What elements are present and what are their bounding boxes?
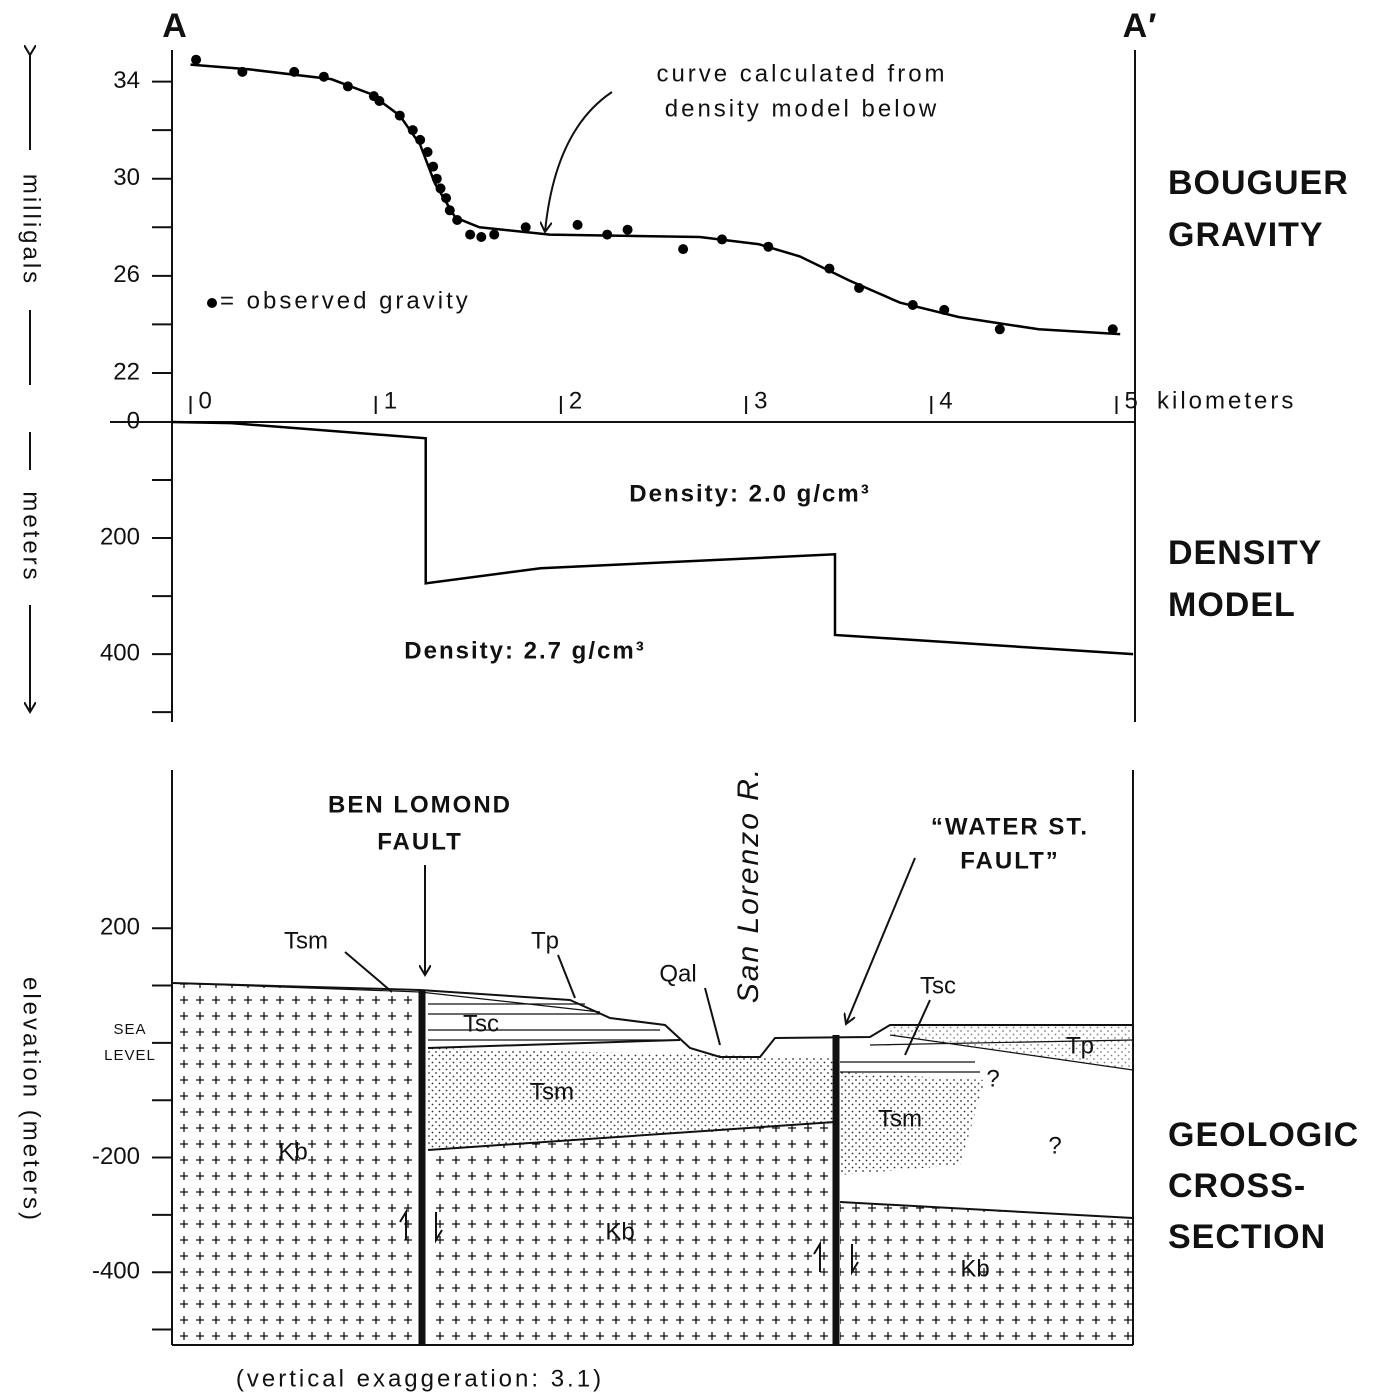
unit-label: Qal	[659, 960, 696, 987]
unit-label: Tsc	[920, 972, 956, 999]
panel-title: GRAVITY	[1168, 216, 1324, 254]
y-tick-label: -200	[92, 1143, 140, 1170]
panel-title: MODEL	[1168, 586, 1296, 624]
river-label: San Lorenzo R.	[732, 767, 765, 1003]
y-tick-label: 0	[127, 407, 140, 434]
unit-label: Tsm	[878, 1105, 922, 1132]
fault-label: FAULT	[377, 828, 463, 855]
observed-point	[489, 230, 499, 240]
unit-label: Kb	[278, 1138, 307, 1165]
observed-point	[191, 55, 201, 65]
legend-label: = observed gravity	[220, 287, 471, 314]
observed-point	[623, 225, 633, 235]
annotation: Density: 2.7 g/cm³	[404, 637, 645, 664]
legend-marker	[207, 298, 217, 308]
unit-label: Tsm	[284, 927, 328, 954]
unit-label: Kb	[960, 1255, 989, 1282]
y-tick-label: 200	[100, 914, 140, 941]
figure: 22263034BOUGUERGRAVITYmilligals012345kil…	[0, 0, 1398, 1395]
fault-label: FAULT”	[960, 847, 1060, 874]
y-tick-label: 200	[100, 523, 140, 550]
fault-label: BEN LOMOND	[328, 791, 512, 818]
y-axis-label: meters	[18, 491, 45, 582]
observed-point	[678, 244, 688, 254]
panel-title: GEOLOGIC	[1168, 1116, 1359, 1154]
y-tick-label: 22	[113, 358, 140, 385]
panel-title: BOUGUER	[1168, 164, 1349, 202]
caption: (vertical exaggeration: 3.1)	[236, 1365, 604, 1392]
sea-level-label: SEA	[113, 1021, 146, 1038]
y-tick-label: 26	[113, 261, 140, 288]
frame	[30, 50, 1135, 1345]
observed-point	[573, 220, 583, 230]
unit-label: Tsm	[530, 1078, 574, 1105]
unit-label: ?	[1048, 1132, 1061, 1159]
unit-label: Kb	[605, 1218, 634, 1245]
curve	[172, 422, 1133, 654]
y-tick-label: 400	[100, 639, 140, 666]
y-tick-label: 34	[113, 67, 140, 94]
y-tick-label: 30	[113, 164, 140, 191]
section-label: A′	[1123, 7, 1158, 45]
x-tick-label: 0	[199, 387, 212, 414]
fault-label: “WATER ST.	[931, 813, 1089, 840]
y-tick-label: -400	[92, 1258, 140, 1285]
unit-label: ?	[986, 1065, 999, 1092]
unit-label: Tp	[1066, 1032, 1094, 1059]
observed-point	[995, 324, 1005, 334]
y-axis-label: elevation (meters)	[18, 977, 45, 1223]
x-tick-label: 5	[1124, 387, 1137, 414]
unit-label: Tsc	[463, 1010, 499, 1037]
unit-label: Tp	[531, 927, 559, 954]
panel-title: SECTION	[1168, 1218, 1326, 1256]
panel-title: CROSS-	[1168, 1167, 1306, 1205]
y-axis-label: milligals	[18, 174, 45, 286]
x-axis-label: kilometers	[1157, 387, 1296, 414]
panel-title: DENSITY	[1168, 534, 1322, 572]
section-label: A	[162, 7, 188, 45]
x-tick-label: 2	[569, 387, 582, 414]
x-tick-label: 1	[384, 387, 397, 414]
annotation: Density: 2.0 g/cm³	[629, 480, 870, 507]
x-tick-label: 3	[754, 387, 767, 414]
observed-point	[476, 232, 486, 242]
x-tick-label: 4	[939, 387, 952, 414]
annotation: curve calculated from	[656, 60, 947, 87]
annotation: density model below	[665, 95, 939, 122]
sea-level-label: LEVEL	[104, 1047, 156, 1064]
observed-point	[465, 230, 475, 240]
